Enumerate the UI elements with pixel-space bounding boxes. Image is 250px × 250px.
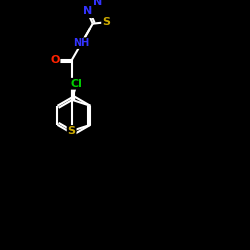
Text: NH: NH: [74, 38, 90, 48]
Text: S: S: [102, 17, 110, 27]
Text: S: S: [68, 126, 76, 136]
Text: N: N: [93, 0, 102, 7]
Text: N: N: [83, 6, 92, 16]
Text: O: O: [50, 55, 59, 65]
Text: Cl: Cl: [71, 79, 83, 89]
